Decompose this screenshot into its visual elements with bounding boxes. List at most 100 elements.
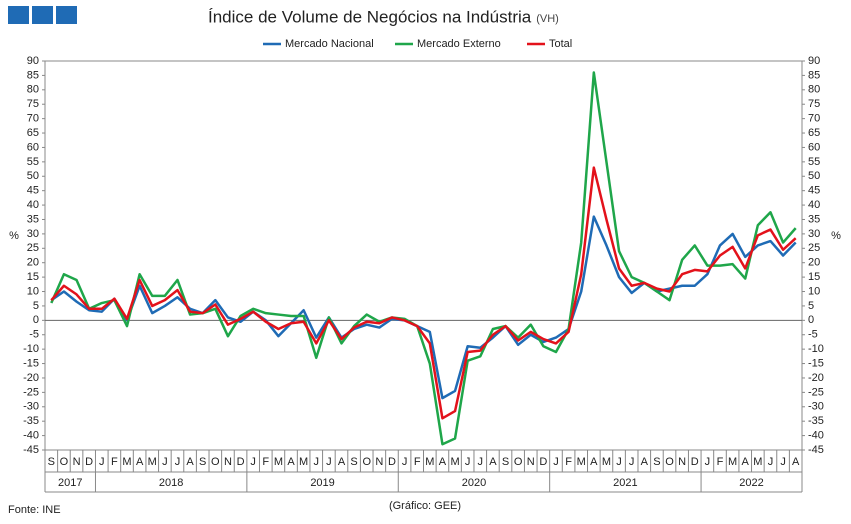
x-tick-label: M (299, 456, 308, 468)
y-tick-label: 10 (27, 285, 39, 297)
x-tick-label: J (314, 456, 320, 468)
y2-tick-label: -15 (808, 357, 824, 369)
y2-tick-label: 10 (808, 285, 820, 297)
x-tick-label: J (465, 456, 471, 468)
y-tick-label: 65 (27, 127, 39, 139)
year-label: 2017 (58, 477, 82, 489)
x-tick-label: D (237, 456, 245, 468)
y-tick-label: 40 (27, 199, 39, 211)
source: Fonte: INE (8, 504, 61, 516)
y2-tick-label: 65 (808, 127, 820, 139)
y2-tick-label: 15 (808, 271, 820, 283)
x-tick-label: M (753, 456, 762, 468)
x-tick-label: J (99, 456, 105, 468)
y-tick-label: -20 (23, 372, 39, 384)
y2-tick-label: -25 (808, 386, 824, 398)
y-tick-label: 55 (27, 156, 39, 168)
y2-tick-label: 25 (808, 242, 820, 254)
x-tick-label: D (388, 456, 396, 468)
y-tick-label: 80 (27, 84, 39, 96)
x-tick-label: J (175, 456, 181, 468)
y-tick-label: 50 (27, 170, 39, 182)
x-tick-label: J (553, 456, 559, 468)
y2-tick-label: 5 (808, 300, 814, 312)
y-tick-label: 90 (27, 55, 39, 67)
chart-title: Índice de Volume de Negócios na Indústri… (208, 7, 532, 26)
x-tick-label: D (539, 456, 547, 468)
x-tick-label: S (199, 456, 206, 468)
y2-tick-label: 40 (808, 199, 820, 211)
series-line (50, 71, 797, 446)
logo-block (32, 6, 53, 24)
y-tick-label: 35 (27, 213, 39, 225)
x-tick-label: N (375, 456, 383, 468)
x-tick-label: J (780, 456, 786, 468)
x-tick-label: S (502, 456, 509, 468)
x-tick-label: F (717, 456, 724, 468)
y-tick-label: 25 (27, 242, 39, 254)
x-tick-label: A (186, 456, 194, 468)
y2-tick-label: 85 (808, 69, 820, 81)
x-tick-label: M (274, 456, 283, 468)
x-tick-label: A (641, 456, 649, 468)
y2-tick-label: 20 (808, 257, 820, 269)
y2-tick-label: 50 (808, 170, 820, 182)
logo-block (56, 6, 77, 24)
y-tick-label: -15 (23, 357, 39, 369)
y2-tick-label: 70 (808, 113, 820, 125)
x-tick-label: O (665, 456, 674, 468)
x-tick-label: J (705, 456, 711, 468)
y2-tick-label: -40 (808, 429, 824, 441)
x-tick-label: S (48, 456, 55, 468)
x-tick-label: A (439, 456, 447, 468)
x-tick-label: N (678, 456, 686, 468)
y2-tick-label: -5 (808, 329, 818, 341)
x-tick-label: F (262, 456, 269, 468)
x-tick-label: M (728, 456, 737, 468)
x-tick-label: N (527, 456, 535, 468)
y-tick-label: -40 (23, 429, 39, 441)
x-tick-label: S (350, 456, 357, 468)
x-tick-label: M (602, 456, 611, 468)
x-tick-label: M (122, 456, 131, 468)
x-tick-label: A (792, 456, 800, 468)
x-tick-label: J (478, 456, 484, 468)
year-label: 2018 (159, 477, 183, 489)
y-tick-label: 85 (27, 69, 39, 81)
chart-subtitle: (VH) (536, 13, 559, 25)
y2-tick-label: -10 (808, 343, 824, 355)
x-tick-label: A (287, 456, 295, 468)
y-tick-label: -35 (23, 415, 39, 427)
y-tick-label: -25 (23, 386, 39, 398)
x-tick-label: O (60, 456, 69, 468)
y-tick-label: 75 (27, 98, 39, 110)
x-tick-label: J (402, 456, 408, 468)
x-tick-label: J (768, 456, 774, 468)
x-tick-label: O (362, 456, 371, 468)
x-tick-label: M (425, 456, 434, 468)
y-tick-label: -30 (23, 401, 39, 413)
y-tick-label: 60 (27, 141, 39, 153)
x-tick-label: D (691, 456, 699, 468)
year-label: 2022 (739, 477, 763, 489)
x-tick-label: A (590, 456, 598, 468)
y2-axis-label: % (831, 230, 841, 242)
x-tick-label: A (136, 456, 144, 468)
year-label: 2019 (310, 477, 334, 489)
y2-tick-label: -30 (808, 401, 824, 413)
plot-frame (44, 60, 803, 451)
y2-tick-label: 75 (808, 98, 820, 110)
y-tick-label: 0 (33, 314, 39, 326)
x-tick-label: J (616, 456, 622, 468)
y-tick-label: 30 (27, 228, 39, 240)
x-tick-label: A (338, 456, 346, 468)
y2-tick-label: -20 (808, 372, 824, 384)
x-tick-label: N (73, 456, 81, 468)
y-axis-label: % (9, 230, 19, 242)
logo-block (8, 6, 29, 24)
x-tick-label: S (653, 456, 660, 468)
x-tick-label: A (489, 456, 497, 468)
legend-label: Mercado Externo (417, 38, 501, 50)
x-tick-label: M (450, 456, 459, 468)
